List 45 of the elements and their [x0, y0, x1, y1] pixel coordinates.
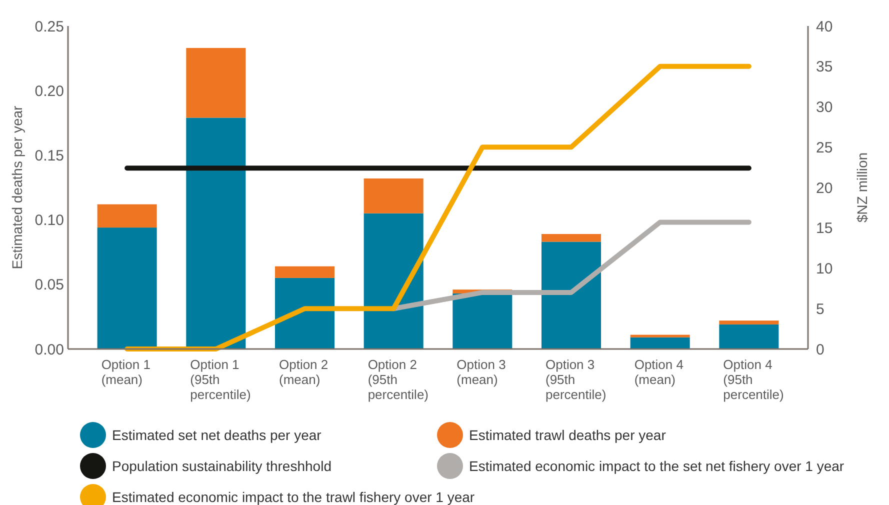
x-tick-label: Option 1 (mean): [101, 357, 150, 387]
y2-tick-label: 10: [816, 260, 833, 278]
y-tick-label: 0.05: [34, 276, 64, 294]
bar: [274, 266, 335, 278]
y-axis-title: Estimated deaths per year: [9, 105, 25, 270]
y-tick-label: 0.10: [34, 212, 64, 230]
y-tick-label: 0.00: [34, 341, 64, 358]
y2-axis-title: $NZ million: [854, 152, 870, 223]
y-tick-label: 0.25: [34, 18, 64, 36]
legend-label: Estimated set net deaths per year: [112, 426, 322, 443]
bar: [186, 48, 246, 118]
bar: [452, 293, 512, 349]
x-tick-label: Option 2 (mean): [278, 357, 328, 387]
bar: [97, 228, 157, 349]
legend-label: Estimated economic impact to the set net fishery over 1 year: [469, 458, 844, 474]
y2-tick-label: 35: [816, 58, 833, 76]
legend-label: Estimated trawl deaths per year: [469, 426, 666, 443]
bar: [364, 213, 424, 349]
legend-label: Estimated economic impact to the trawl fishery over 1 year: [112, 488, 475, 505]
y2-tick-label: 40: [816, 18, 833, 36]
y-tick-label: 0.15: [34, 147, 64, 164]
bar: [630, 337, 690, 349]
legend-label: Population sustainability threshhold: [112, 458, 332, 474]
bar: [719, 324, 779, 349]
x-tick-label: Option 1 (95th percentile): [190, 357, 251, 402]
x-tick-label: Option 3 (95th percentile): [545, 357, 606, 402]
bar: [541, 234, 602, 242]
bar: [97, 204, 157, 228]
y2-tick-label: 20: [816, 180, 833, 197]
y2-tick-label: 5: [816, 300, 824, 318]
bar: [274, 278, 335, 349]
y2-tick-label: 30: [816, 99, 833, 116]
x-tick-label: Option 2 (95th percentile): [368, 357, 429, 402]
y2-tick-label: 15: [816, 220, 833, 238]
x-tick-label: Option 4 (95th percentile): [723, 357, 784, 402]
x-tick-label: Option 3 (mean): [456, 357, 506, 387]
bar: [719, 320, 779, 324]
y2-tick-label: 25: [816, 139, 833, 156]
bar: [364, 178, 424, 214]
bar: [186, 118, 246, 349]
y-tick-label: 0.20: [34, 82, 64, 100]
y2-tick-label: 0: [816, 341, 824, 358]
bar: [541, 242, 602, 349]
bar: [630, 334, 690, 338]
x-tick-label: Option 4 (mean): [634, 357, 684, 387]
